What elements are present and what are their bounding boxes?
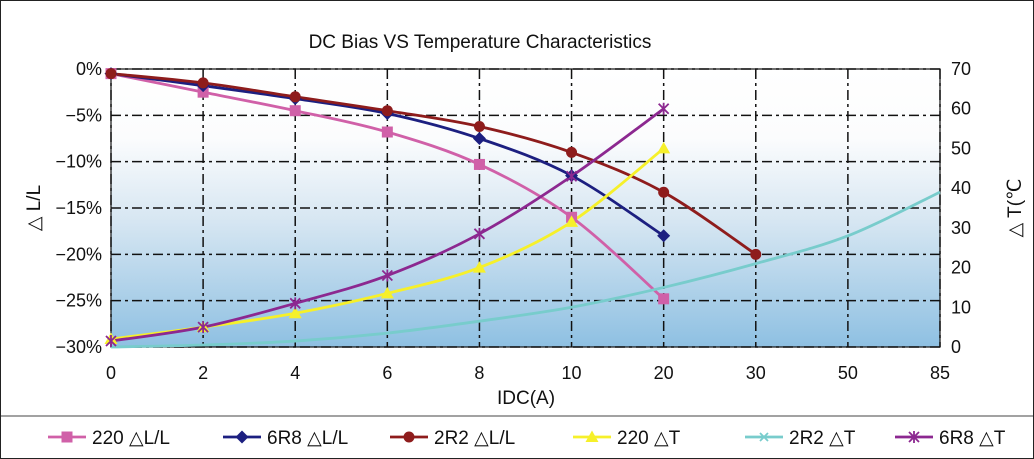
left-axis-ticks: 0% −5% −10% −15% −20% −25% −30% <box>55 59 102 357</box>
legend-label-2r2-dt: 2R2 △T <box>789 428 856 449</box>
x-tick-label: 20 <box>654 363 674 383</box>
right-tick-label: 0 <box>951 337 961 357</box>
x-tick-label: 85 <box>930 363 950 383</box>
right-tick-label: 50 <box>951 138 971 158</box>
data-point-6r8-dt <box>381 269 393 282</box>
right-tick-label: 30 <box>951 218 971 238</box>
left-tick-label: −25% <box>55 291 102 311</box>
x-axis-label: IDC(A) <box>497 388 555 409</box>
x-tick-label: 8 <box>474 363 484 383</box>
chart-title: DC Bias VS Temperature Characteristics <box>309 32 652 53</box>
plot-border <box>110 68 941 348</box>
data-point-6r8-dl-l <box>657 229 671 243</box>
data-point-2r2-dl-l <box>289 91 301 103</box>
x-tick-label: 10 <box>562 363 582 383</box>
x-tick-label: 30 <box>746 363 766 383</box>
data-point-6r8-dl-l <box>472 132 486 145</box>
data-point-6r8-dt <box>658 102 670 115</box>
x-tick-label: 50 <box>838 363 858 383</box>
left-axis-label: △ L/L <box>24 185 45 231</box>
data-point-6r8-dt <box>289 297 301 310</box>
data-point-6r8-dt <box>473 227 486 240</box>
right-tick-label: 60 <box>951 99 971 119</box>
left-tick-label: 0% <box>76 59 102 79</box>
data-point-220-dt <box>380 286 394 299</box>
legend: 220 △L/L 6R8 △L/L 2R2 △L/L 220 △T 2R2 △T 6R8 … <box>48 428 1006 449</box>
left-tick-label: −5% <box>65 105 102 125</box>
data-point-2r2-dl-l <box>473 120 485 132</box>
right-axis-ticks: 70 60 50 40 30 20 10 0 <box>951 59 971 357</box>
right-axis-label: △ T(℃ <box>1005 179 1026 238</box>
left-tick-label: −15% <box>55 198 102 218</box>
x-tick-label: 2 <box>198 363 208 383</box>
data-point-220-dl-l <box>381 126 393 138</box>
data-point-2r2-dl-l <box>381 105 393 117</box>
data-point-2r2-dl-l <box>658 186 670 198</box>
data-point-2r2-dl-l <box>566 146 578 158</box>
data-point-220-dl-l <box>289 105 301 117</box>
right-tick-label: 40 <box>951 178 971 198</box>
legend-label-6r8-dt: 6R8 △T <box>939 428 1006 449</box>
legend-marker-2r2-dl-l <box>403 431 415 443</box>
right-tick-label: 10 <box>951 297 971 317</box>
data-point-220-dt <box>657 141 671 154</box>
x-tick-label: 0 <box>106 363 116 383</box>
left-tick-label: −20% <box>55 244 102 264</box>
series-line-2r2-dt <box>110 190 941 349</box>
x-axis-ticks: 0 2 4 6 8 10 20 30 50 85 <box>106 363 950 383</box>
x-tick-label: 6 <box>382 363 392 383</box>
series-markers <box>104 67 762 348</box>
data-point-2r2-dl-l <box>750 248 762 260</box>
legend-label-220-dt: 220 △T <box>617 428 681 449</box>
data-point-220-dl-l <box>658 293 670 305</box>
data-point-220-dt <box>288 306 302 319</box>
right-tick-label: 70 <box>951 59 971 79</box>
data-point-220-dt <box>472 261 486 273</box>
data-point-6r8-dt <box>565 170 578 183</box>
legend-label-2r2-dl-l: 2R2 △L/L <box>434 428 515 449</box>
legend-marker-220-dt <box>585 430 599 442</box>
legend-label-6r8-dl-l: 6R8 △L/L <box>267 428 348 449</box>
legend-marker-6r8-dl-l <box>235 430 249 444</box>
data-point-220-dl-l <box>473 158 485 170</box>
right-tick-label: 20 <box>951 258 971 278</box>
left-tick-label: −30% <box>55 337 102 357</box>
data-point-2r2-dl-l <box>197 77 209 89</box>
left-tick-label: −10% <box>55 152 102 172</box>
legend-label-220-dl-l: 220 △L/L <box>92 428 170 449</box>
legend-marker-2r2-dt <box>759 432 769 442</box>
data-point-6r8-dt <box>105 335 117 348</box>
legend-marker-6r8-dt <box>908 431 920 443</box>
legend-marker-220-dl-l <box>61 431 73 443</box>
x-tick-label: 4 <box>290 363 300 383</box>
data-point-220-dt <box>565 215 579 227</box>
data-point-6r8-dt <box>197 321 209 334</box>
data-point-2r2-dl-l <box>105 68 117 80</box>
